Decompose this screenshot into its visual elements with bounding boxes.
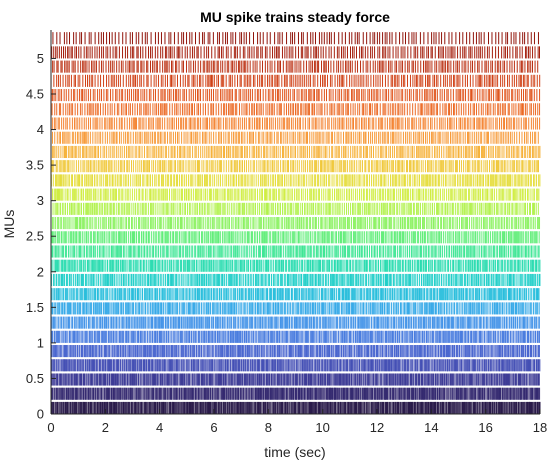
spike-train-row (50, 273, 541, 286)
spike-train-row (51, 259, 541, 272)
spike-train-row (51, 302, 540, 315)
spike-train-row (51, 345, 540, 358)
spike-train-row (50, 288, 540, 301)
spike-train-row (51, 373, 540, 386)
spike-train-row (50, 387, 541, 400)
spike-train-row (51, 401, 541, 414)
plot-area (50, 32, 541, 414)
spike-train-row (51, 245, 540, 258)
spike-train-row (51, 231, 540, 244)
spike-train-row (51, 330, 540, 343)
spike-train-row (51, 359, 541, 372)
spike-train-row (50, 316, 540, 329)
chart-title: MU spike trains steady force (200, 9, 390, 25)
